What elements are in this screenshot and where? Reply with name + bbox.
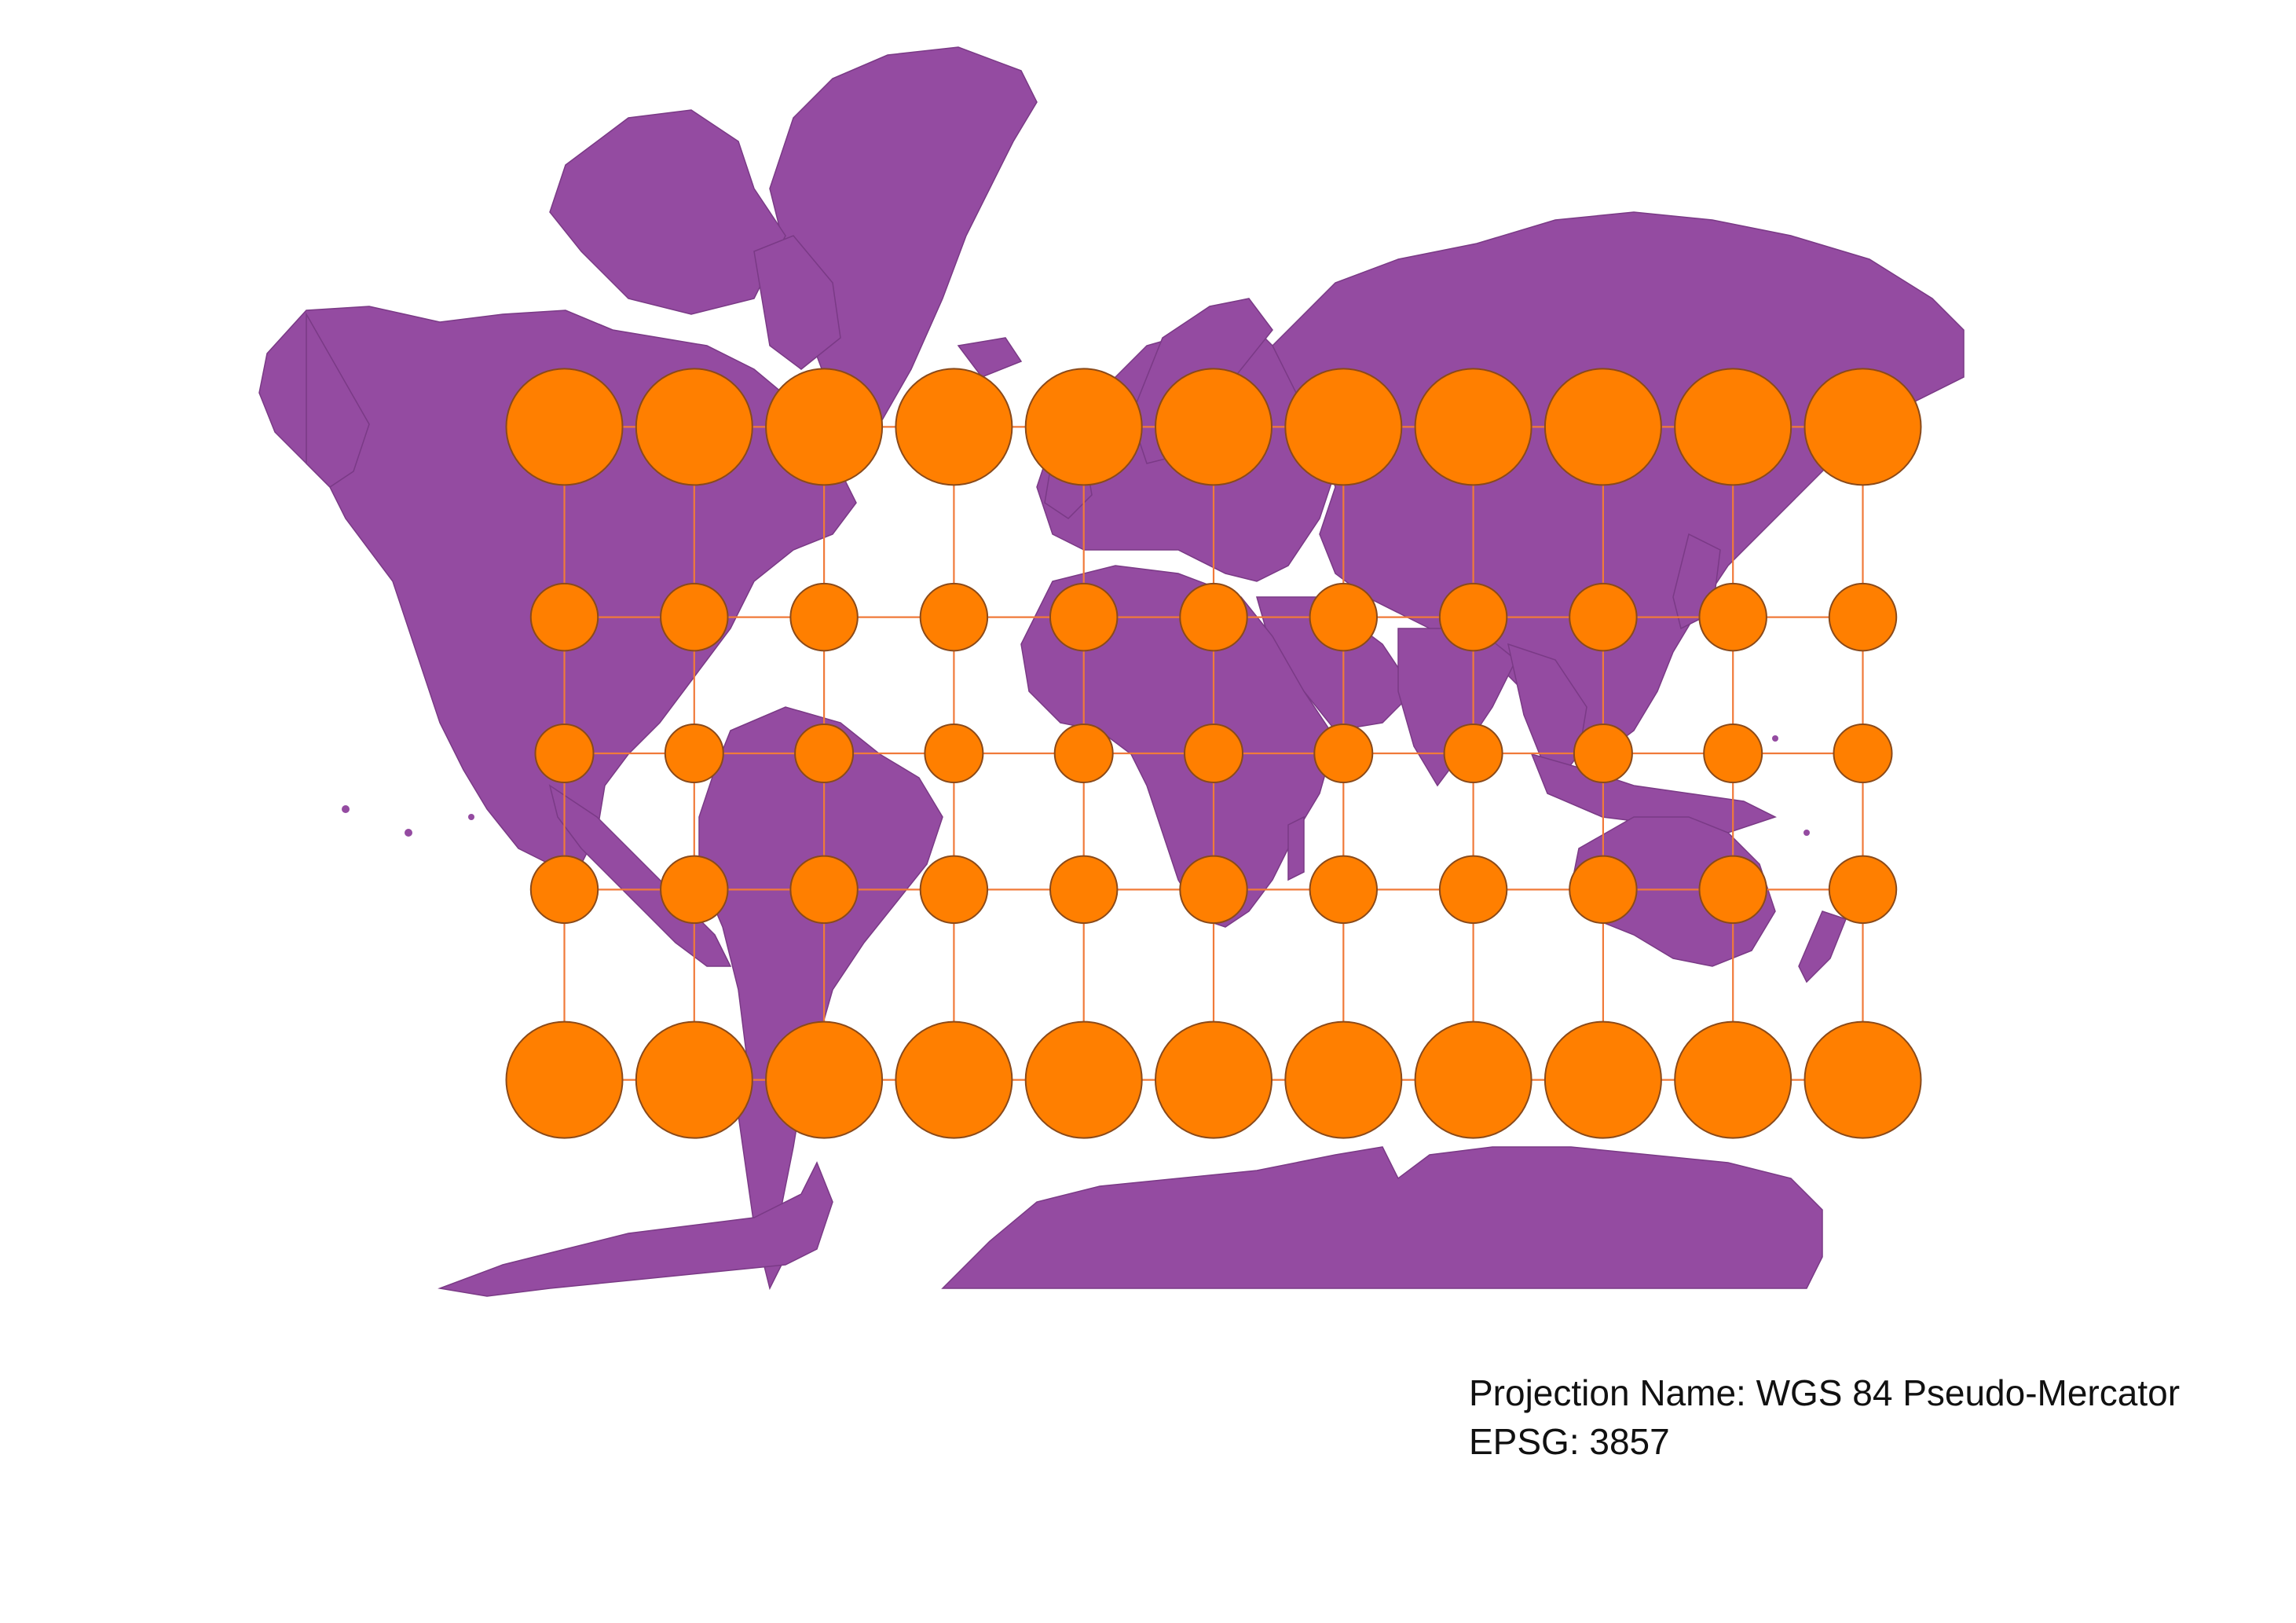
tissot-indicatrix-circle: [1438, 855, 1508, 925]
baffin-island-landmass: [753, 235, 841, 370]
tissot-indicatrix-circle: [1573, 724, 1633, 783]
pacific-island: [405, 829, 412, 837]
tissot-indicatrix-circle: [1443, 724, 1503, 783]
epsg-code-text: EPSG: 3857: [1469, 1421, 1670, 1462]
tissot-indicatrix-circle: [529, 855, 599, 925]
pacific-island: [342, 805, 350, 813]
pacific-island: [468, 814, 474, 820]
tissot-indicatrix-circle: [789, 855, 859, 925]
tissot-indicatrix-circle: [635, 368, 753, 486]
tissot-indicatrix-circle: [1155, 1020, 1273, 1139]
tissot-indicatrix-circle: [505, 368, 624, 486]
tissot-indicatrix-circle: [1438, 582, 1508, 652]
tissot-indicatrix-circle: [1049, 855, 1119, 925]
tissot-indicatrix-circle: [1049, 582, 1119, 652]
tissot-indicatrix-circle: [1414, 368, 1532, 486]
tissot-indicatrix-circle: [1828, 855, 1898, 925]
tissot-indicatrix-circle: [529, 582, 599, 652]
tissot-indicatrix-circle: [1414, 1020, 1532, 1139]
tissot-indicatrix-circle: [789, 582, 859, 652]
antarctica-east-landmass: [941, 1146, 1823, 1289]
projection-name-text: Projection Name: WGS 84 Pseudo-Mercator: [1469, 1372, 2181, 1413]
tissot-indicatrix-circle: [1828, 582, 1898, 652]
tissot-indicatrix-circle: [1284, 1020, 1403, 1139]
tissot-indicatrix-circle: [1024, 1020, 1143, 1139]
iceland-landmass: [957, 337, 1023, 378]
antarctica-landmass: [438, 1161, 833, 1297]
tissot-indicatrix-circle: [919, 582, 989, 652]
tissot-indicatrix-circle: [1313, 724, 1374, 783]
tissot-indicatrix-circle: [660, 855, 729, 925]
tissot-indicatrix-circle: [1543, 1020, 1662, 1139]
tissot-indicatrix-circle: [505, 1020, 624, 1139]
madagascar-landmass: [1287, 815, 1305, 881]
tissot-indicatrix-circle: [1309, 855, 1379, 925]
pacific-island: [1772, 735, 1778, 742]
tissot-indicatrix-circle: [1309, 582, 1379, 652]
tissot-indicatrix-circle: [1543, 368, 1662, 486]
tissot-indicatrix-circle: [660, 582, 729, 652]
tissot-indicatrix-circle: [1155, 368, 1273, 486]
tissot-indicatrix-circle: [794, 724, 855, 783]
tissot-indicatrix-circle: [1698, 855, 1767, 925]
tissot-indicatrix-circle: [1803, 1020, 1922, 1139]
tissot-indicatrix-circle: [534, 724, 595, 783]
tissot-indicatrix-circle: [1674, 368, 1792, 486]
tissot-indicatrix-circle: [1569, 855, 1638, 925]
tissot-indicatrix-circle: [1674, 1020, 1792, 1139]
indicatrix-layer: [505, 368, 1922, 1139]
tissot-indicatrix-circle: [1179, 855, 1248, 925]
tissot-indicatrix-circle: [1053, 724, 1114, 783]
tissot-indicatrix-circle: [1698, 582, 1767, 652]
south-america-landmass: [698, 706, 943, 1291]
tissot-indicatrix-circle: [1569, 582, 1638, 652]
tissot-indicatrix-circle: [919, 855, 989, 925]
pacific-island: [1803, 830, 1810, 836]
tissot-indicatrix-circle: [924, 724, 984, 783]
tissot-indicatrix-circle: [895, 368, 1013, 486]
tissot-indicatrix-circle: [1284, 368, 1403, 486]
tissot-indicatrix-circle: [1184, 724, 1243, 783]
tissot-indicatrix-circle: [765, 368, 884, 486]
projection-caption: Projection Name: WGS 84 Pseudo-Mercator …: [1469, 1368, 2180, 1466]
new-zealand-landmass: [1798, 910, 1847, 984]
tissot-indicatrix-circle: [765, 1020, 884, 1139]
tissot-indicatrix-circle: [635, 1020, 753, 1139]
tissot-indicatrix-circle: [664, 724, 724, 783]
tissot-indicatrix-circle: [1179, 582, 1248, 652]
tissot-indicatrix-circle: [1024, 368, 1143, 486]
tissot-indicatrix-circle: [1833, 724, 1893, 783]
tissot-indicatrix-circle: [1703, 724, 1763, 783]
arctic-archipelago-landmass: [549, 109, 786, 315]
alaska-landmass: [306, 312, 370, 488]
tissot-indicatrix-circle: [895, 1020, 1013, 1139]
tissot-indicatrix-circle: [1803, 368, 1922, 486]
